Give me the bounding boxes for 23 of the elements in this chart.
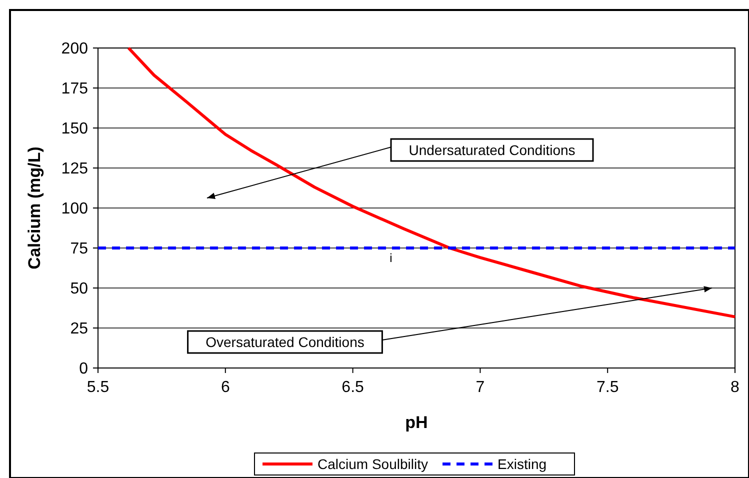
x-tick-label: 8 — [730, 379, 740, 396]
y-tick-label: 125 — [61, 160, 88, 178]
x-tick-label: 7.5 — [596, 379, 619, 396]
legend-label: Calcium Soulbility — [318, 456, 428, 472]
x-tick-label: 5.5 — [86, 379, 110, 396]
x-axis-title: pH — [405, 413, 428, 432]
y-tick-label: 25 — [70, 320, 88, 338]
x-tick-label: 6 — [220, 379, 230, 396]
x-tick-label: 7 — [476, 379, 485, 396]
annotation: Oversaturated Conditions — [206, 334, 364, 350]
y-tick-label: 150 — [61, 120, 88, 138]
legend-label: Existing — [498, 456, 547, 472]
y-tick-label: 50 — [70, 280, 88, 298]
y-tick-label: 100 — [61, 200, 88, 218]
y-tick-label: 175 — [61, 80, 88, 98]
annotation: Undersaturated Conditions — [408, 142, 576, 158]
annotation: i — [390, 251, 392, 265]
y-axis-title: Calcium (mg/L) — [25, 146, 44, 270]
y-tick-label: 200 — [61, 40, 88, 58]
line-series — [127, 46, 736, 318]
x-tick-label: 6.5 — [342, 379, 364, 396]
y-tick-label: 75 — [70, 240, 88, 258]
y-tick-label: 0 — [79, 360, 88, 378]
